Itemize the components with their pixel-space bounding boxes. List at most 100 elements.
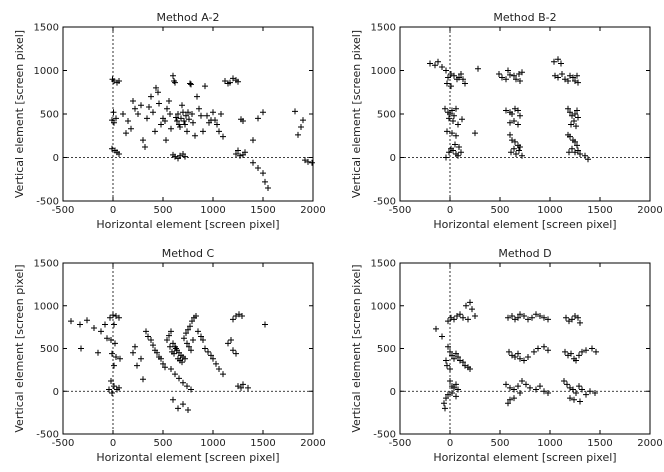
data-point <box>78 345 84 352</box>
data-point <box>517 144 523 151</box>
data-point <box>583 347 589 354</box>
data-point <box>451 384 457 391</box>
data-point <box>172 79 178 86</box>
x-tick-label: 1000 <box>537 438 562 449</box>
data-point <box>456 144 462 151</box>
data-point <box>515 121 521 128</box>
data-point <box>204 112 210 119</box>
data-point <box>443 67 449 74</box>
data-point <box>559 70 565 77</box>
data-point <box>432 62 438 69</box>
y-tick-label: 500 <box>377 344 396 355</box>
data-point <box>166 97 172 104</box>
data-point <box>570 74 576 81</box>
data-point <box>166 332 172 339</box>
y-axis-label: Vertical element [screen pixel] <box>350 264 363 432</box>
data-point <box>577 319 583 326</box>
data-point <box>113 354 119 361</box>
data-point <box>458 149 464 156</box>
data-point <box>569 145 575 152</box>
data-point <box>123 130 129 137</box>
data-point <box>445 391 451 398</box>
data-point <box>446 115 452 122</box>
data-point <box>202 83 208 90</box>
data-point <box>108 377 114 384</box>
data-point <box>574 72 580 79</box>
data-point <box>102 321 108 328</box>
data-point <box>182 121 188 128</box>
data-point <box>443 395 449 402</box>
data-point <box>216 366 222 373</box>
x-tick-label: 0 <box>447 205 453 216</box>
data-point <box>574 107 580 114</box>
data-point <box>198 333 204 340</box>
data-point <box>448 83 454 90</box>
data-point <box>200 128 206 135</box>
data-point <box>450 117 456 124</box>
y-tick-label: -500 <box>373 430 396 441</box>
data-point <box>110 312 116 319</box>
data-point <box>135 111 141 117</box>
data-point <box>503 107 509 114</box>
data-point <box>568 121 574 128</box>
data-point <box>444 128 450 135</box>
y-tick-label: -500 <box>36 197 59 208</box>
x-tick-label: 500 <box>153 438 172 449</box>
data-point <box>193 313 199 320</box>
data-point <box>128 125 134 132</box>
data-point <box>445 74 451 81</box>
data-point <box>170 396 176 403</box>
data-point <box>158 355 164 362</box>
data-point <box>216 128 222 135</box>
data-point <box>109 76 116 83</box>
data-point <box>116 77 122 84</box>
data-point <box>511 117 517 124</box>
data-point <box>188 386 194 393</box>
data-point <box>505 67 511 74</box>
data-point <box>260 170 266 177</box>
data-point <box>545 347 551 354</box>
data-point <box>245 384 251 391</box>
x-tick-label: -500 <box>389 205 412 216</box>
data-point <box>230 347 236 354</box>
y-tick-label: 500 <box>40 344 59 355</box>
data-point <box>569 316 575 323</box>
data-point <box>235 147 241 154</box>
data-point <box>575 79 581 86</box>
data-point <box>175 405 181 412</box>
data-point <box>496 70 502 77</box>
data-point <box>517 311 523 318</box>
data-point <box>508 149 514 156</box>
data-point <box>587 388 593 395</box>
x-tick-label: 500 <box>153 205 172 216</box>
data-point <box>568 350 574 357</box>
data-point <box>111 383 117 390</box>
panel-title: Method D <box>498 247 551 260</box>
data-point <box>184 340 190 347</box>
x-tick-label: 0 <box>110 438 116 449</box>
data-point <box>451 316 457 323</box>
data-point <box>455 121 461 128</box>
data-point <box>541 314 547 321</box>
data-point <box>192 132 198 139</box>
data-point <box>187 80 193 87</box>
data-point <box>452 141 458 148</box>
data-point <box>184 383 190 390</box>
data-point <box>582 152 588 159</box>
data-point <box>238 384 244 391</box>
data-point <box>505 400 511 407</box>
data-point <box>573 123 579 130</box>
data-point <box>185 407 191 414</box>
data-point <box>506 348 512 355</box>
data-point <box>117 355 123 362</box>
data-point <box>190 119 196 126</box>
data-point <box>457 311 463 318</box>
data-point <box>512 138 518 145</box>
data-point <box>503 76 509 83</box>
data-point <box>460 359 466 366</box>
data-point <box>162 364 168 371</box>
data-point <box>242 149 248 156</box>
data-point <box>168 366 174 373</box>
data-point <box>185 326 191 333</box>
data-point <box>189 111 195 117</box>
